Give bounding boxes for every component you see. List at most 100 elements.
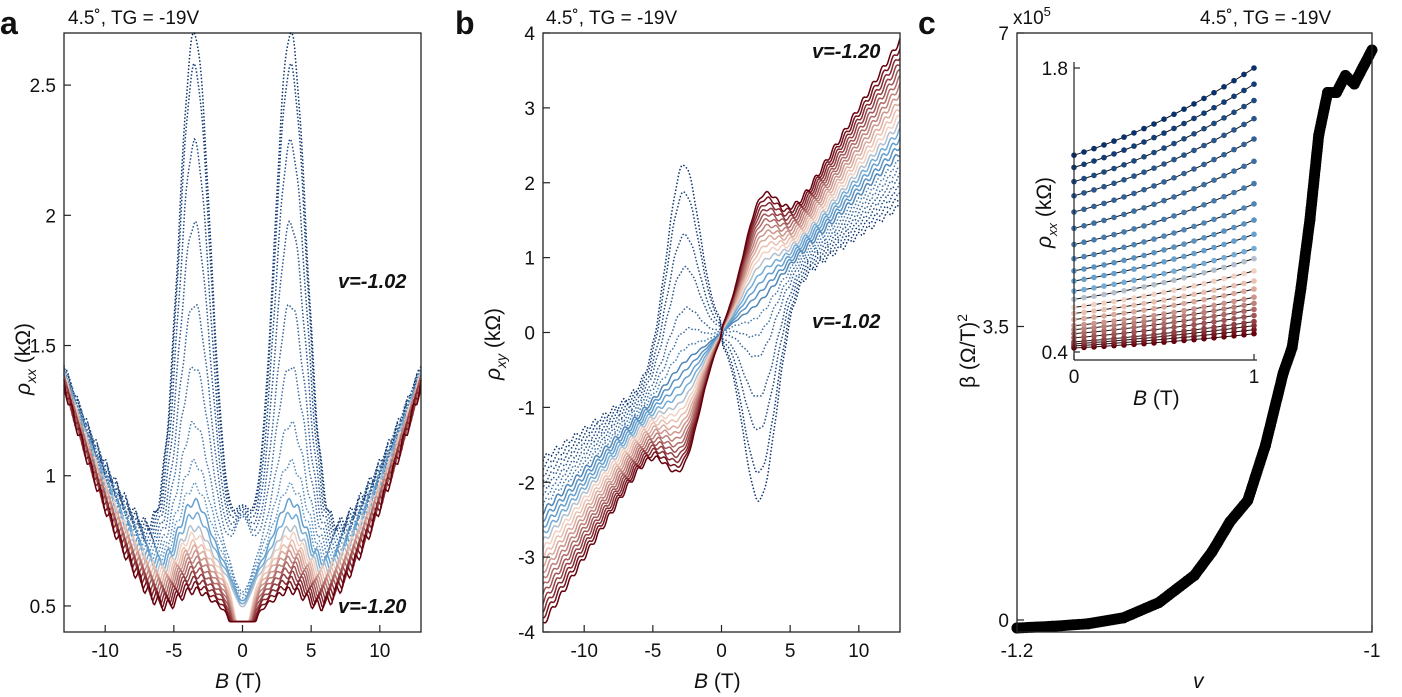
panel-b-ytick-label: -2: [518, 473, 535, 494]
inset-data-point: [1211, 120, 1217, 127]
inset-data-point: [1161, 316, 1167, 322]
inset-data-point: [1101, 319, 1107, 326]
inset-data-point: [1091, 187, 1097, 193]
panel-c-xtick-label: -1: [1364, 641, 1381, 662]
inset-data-point: [1251, 217, 1257, 223]
panel-b-xtick-label: 10: [848, 641, 869, 662]
inset-data-point: [1151, 165, 1157, 171]
inset-data-point: [1131, 329, 1137, 335]
inset-data-point: [1111, 298, 1117, 305]
inset-data-point: [1141, 125, 1147, 132]
inset-data-point: [1111, 311, 1117, 318]
inset-data-point: [1211, 104, 1217, 111]
inset-data-point: [1091, 301, 1097, 308]
inset-data-point: [1081, 161, 1087, 168]
inset-data-point: [1251, 231, 1257, 238]
inset-data-point: [1161, 320, 1167, 327]
inset-data-point: [1111, 151, 1117, 157]
inset-data-point: [1171, 314, 1177, 321]
panel-b-ytick-label: 4: [524, 24, 535, 45]
inset-data-point: [1251, 318, 1257, 325]
inset-data-point: [1191, 316, 1197, 323]
inset-data-point: [1121, 310, 1127, 317]
inset-ytick-label: 0.4: [1042, 343, 1069, 364]
inset-data-point: [1161, 330, 1167, 337]
inset-data-point: [1221, 292, 1227, 299]
inset-data-point: [1091, 220, 1097, 226]
panel-a-series-line: [63, 220, 422, 542]
panel-b-xtick-label: -10: [570, 641, 597, 662]
panel-a-ylabel-symbol: ρ: [12, 383, 35, 396]
inset-data-point: [1241, 332, 1247, 338]
inset-data-point: [1121, 288, 1127, 294]
inset-data-point: [1221, 115, 1227, 121]
inset-data-point: [1241, 221, 1247, 227]
inset-data-point: [1161, 325, 1167, 332]
inset-data-point: [1251, 330, 1257, 337]
panel-c-xlabel: v: [1193, 670, 1205, 693]
inset-data-point: [1241, 296, 1247, 303]
inset-data-point: [1231, 321, 1237, 328]
panel-c-data-point: [1322, 87, 1334, 98]
inset-data-point: [1161, 279, 1167, 286]
panel-b-ylabel: ρxy (kΩ): [482, 308, 509, 381]
inset-data-point: [1231, 251, 1237, 258]
inset-data-point: [1101, 249, 1107, 255]
inset-data-point: [1091, 172, 1097, 179]
inset-data-point: [1141, 252, 1147, 259]
inset-data-point: [1221, 275, 1227, 282]
inset-data-point: [1181, 300, 1187, 307]
inset-data-point: [1251, 97, 1257, 104]
inset-data-point: [1231, 304, 1237, 311]
inset-data-point: [1161, 270, 1167, 277]
inset-data-point: [1101, 283, 1107, 289]
inset-data-point: [1201, 235, 1207, 241]
inset-data-point: [1251, 81, 1257, 87]
inset-ticks: 0 1 0.4 1.8: [1042, 59, 1260, 388]
inset-data-point: [1231, 77, 1237, 84]
inset-data-point: [1121, 303, 1127, 310]
inset-data-point: [1251, 322, 1257, 329]
inset-data-point: [1221, 193, 1227, 200]
inset-data-point: [1161, 259, 1167, 265]
inset-data-point: [1171, 244, 1177, 250]
inset-data-point: [1231, 298, 1237, 305]
inset-data-point: [1121, 334, 1127, 341]
inset-data-point: [1211, 89, 1217, 96]
inset-data-point: [1111, 214, 1117, 221]
inset-data-point: [1241, 121, 1247, 128]
panel-c-data-point: [1357, 61, 1369, 73]
inset-data-point: [1091, 237, 1097, 243]
inset-data-point: [1221, 323, 1227, 329]
inset-data-point: [1211, 294, 1217, 301]
inset-data-point: [1101, 154, 1107, 161]
inset-data-point: [1231, 315, 1237, 322]
inset-data-point: [1131, 208, 1137, 214]
inset-data-point: [1191, 263, 1197, 269]
panel-a-annotation-top: v=-1.02: [338, 271, 406, 293]
inset-data-point: [1161, 247, 1167, 253]
inset-data-point: [1221, 317, 1227, 324]
panel-c-ytick-label: 7: [998, 24, 1009, 45]
inset-data-point: [1191, 306, 1197, 312]
inset-data-point: [1141, 323, 1147, 330]
inset-data-point: [1171, 256, 1177, 262]
inset-data-point: [1211, 177, 1217, 183]
inset-data-point: [1131, 241, 1137, 248]
panel-b-series-group: [542, 38, 901, 624]
inset-data-point: [1101, 234, 1107, 241]
inset-data-point: [1101, 332, 1107, 339]
inset-data-point: [1191, 250, 1197, 257]
inset-data-point: [1191, 223, 1197, 230]
inset-data-point: [1091, 264, 1097, 270]
inset-data-point: [1201, 220, 1207, 226]
inset-data-point: [1171, 140, 1177, 147]
inset-data-point: [1151, 183, 1157, 189]
inset-data-point: [1131, 277, 1137, 284]
inset-data-point: [1121, 229, 1127, 235]
inset-data-point: [1181, 106, 1187, 112]
panel-c-ylabel: β (Ω/T)2: [954, 314, 980, 388]
inset-data-point: [1161, 197, 1167, 204]
inset-data-point: [1211, 308, 1217, 314]
